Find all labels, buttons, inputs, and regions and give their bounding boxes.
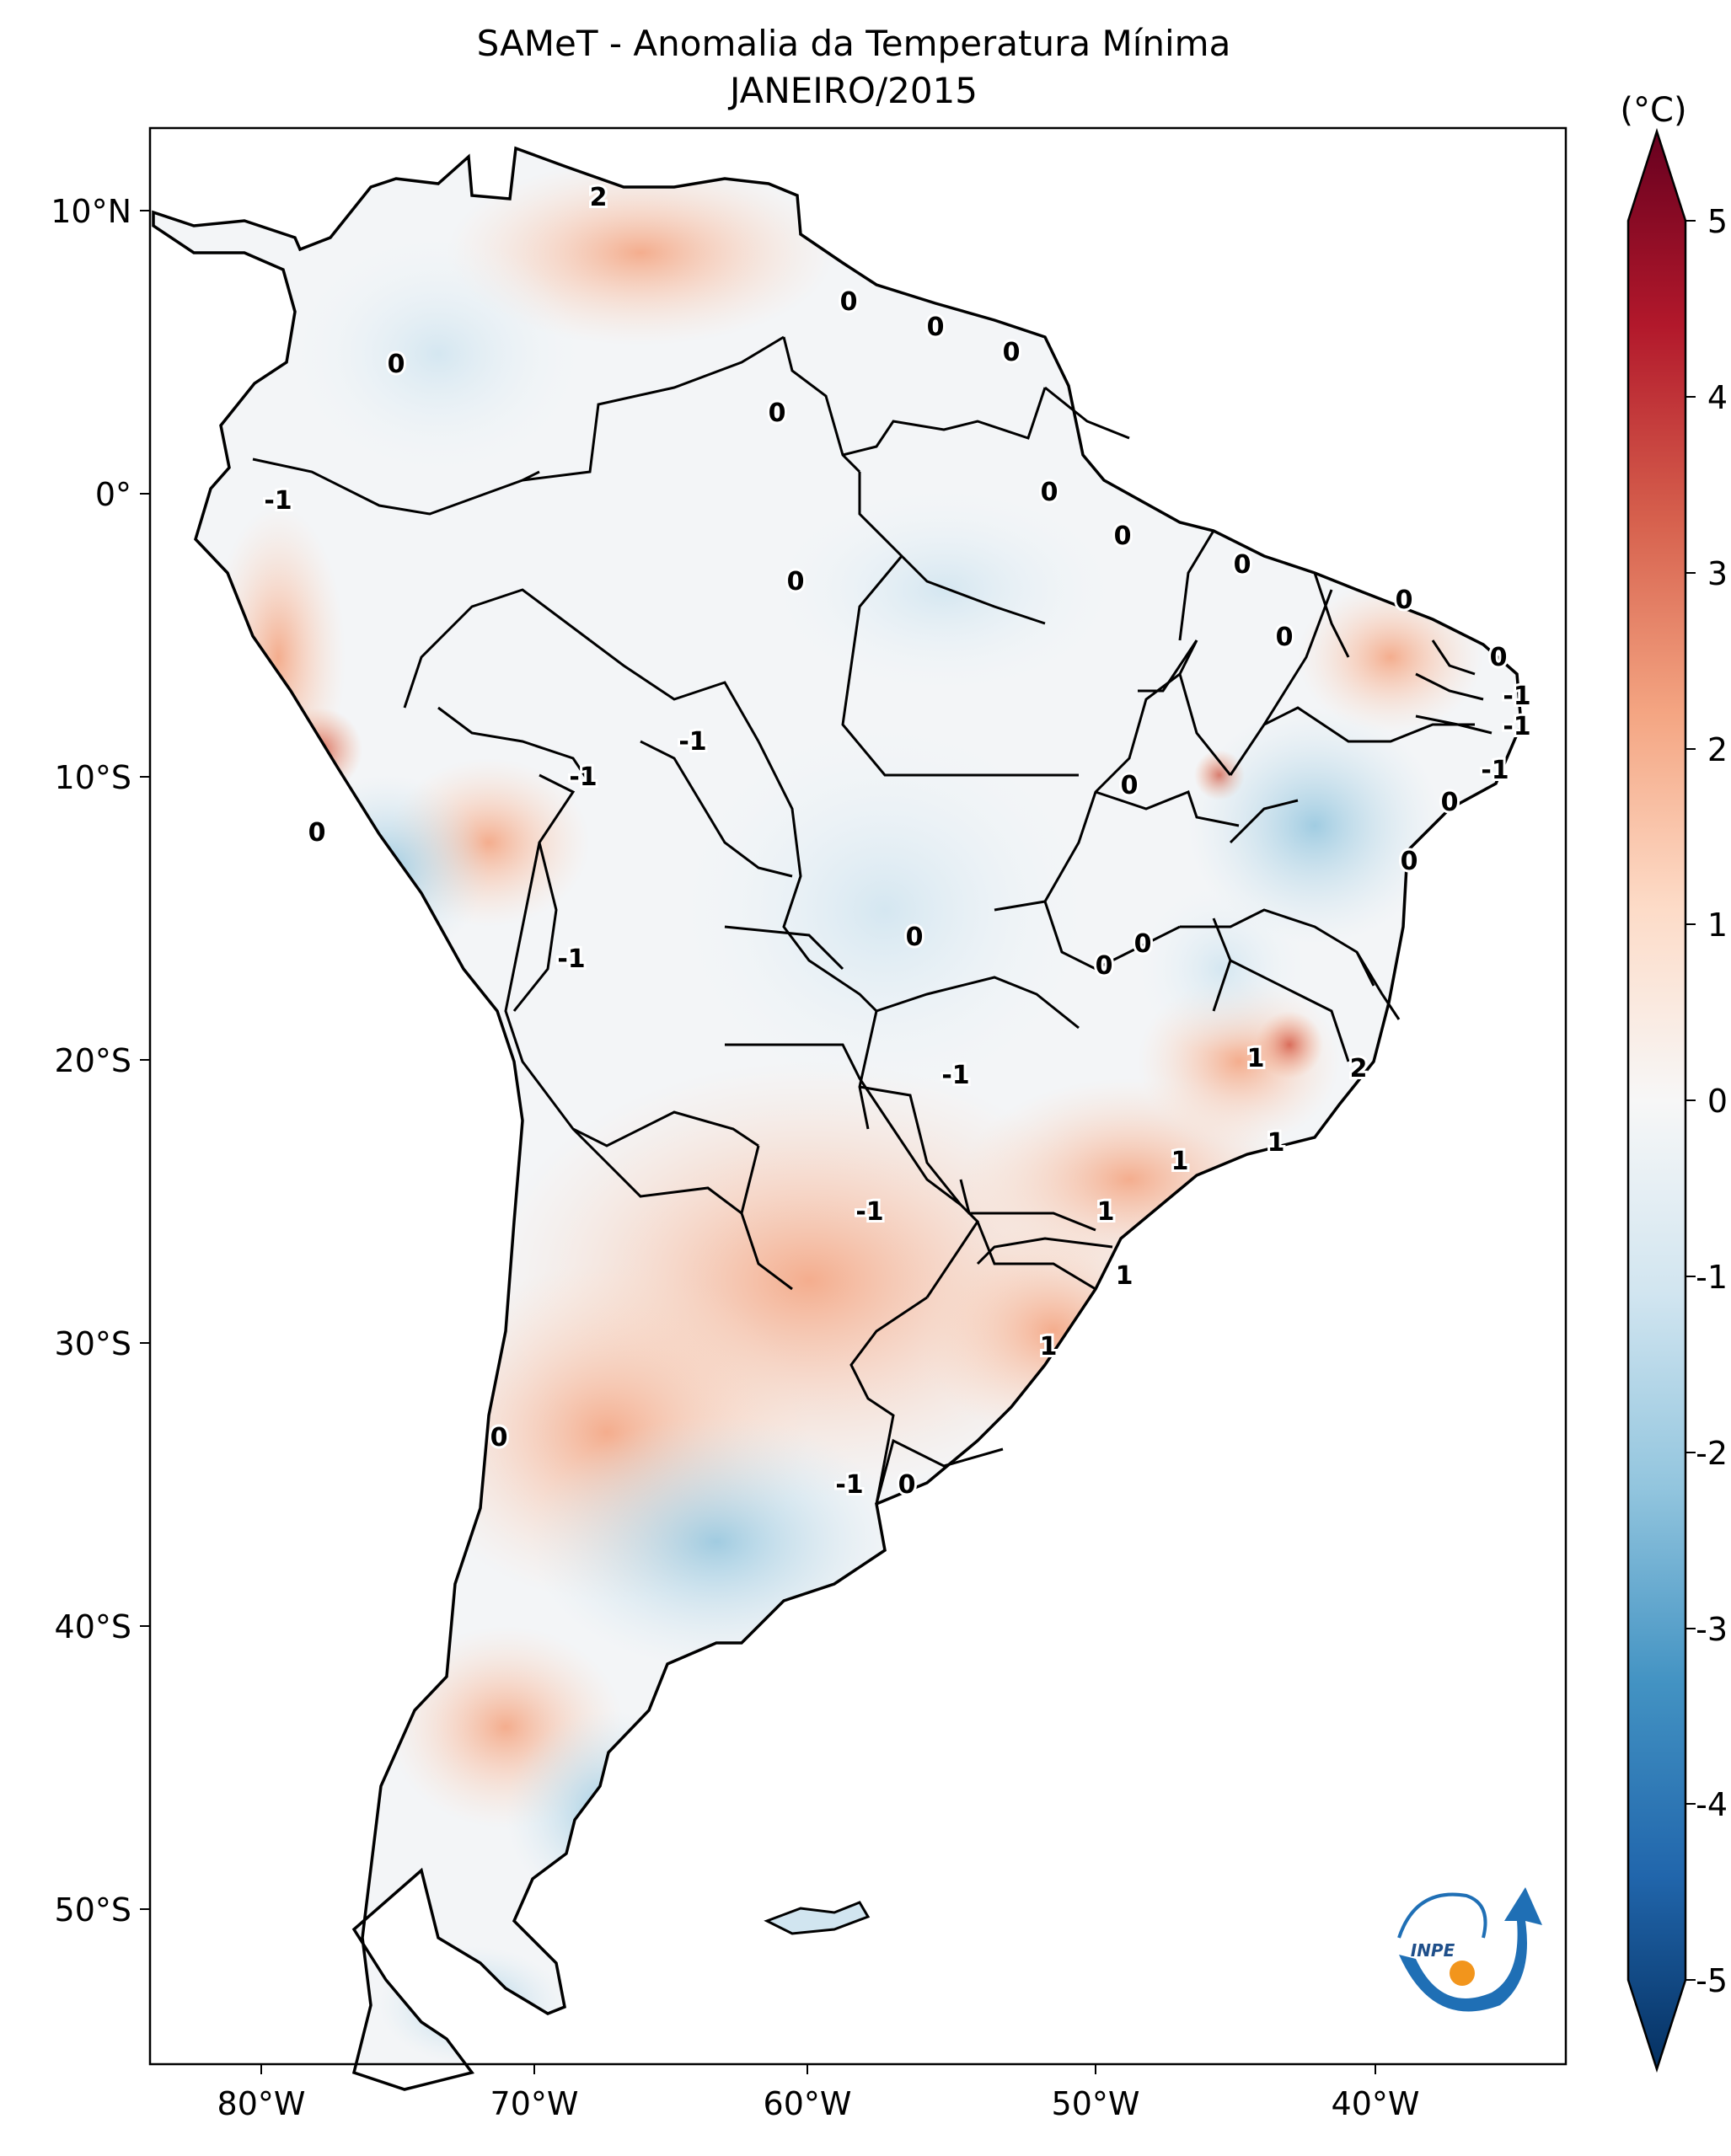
contour-label: 0 [1441,788,1459,817]
colorbar-tick-label: 1 [1707,907,1728,944]
contour-label: 0 [1121,771,1139,800]
logo-orbit [1397,1892,1487,1939]
contour-label: -1 [1503,712,1530,741]
contour-label: -1 [1481,756,1509,785]
contour-label: 0 [388,350,405,379]
contour-label: 0 [1003,338,1021,367]
contour-label: 1 [1171,1147,1189,1176]
x-axis: 80°W 70°W 60°W 50°W 40°W [217,2064,1420,2122]
colorbar: (°C) 5 4 3 2 1 0 -1 -2 -3 -4 -5 [1620,91,1728,2073]
contour-label: 1 [1267,1128,1285,1158]
contour-label: 1 [1040,1332,1058,1362]
logo-swoosh [1399,1887,1542,2012]
colorbar-tick-label: 0 [1707,1083,1728,1120]
x-tick-label: 40°W [1332,2085,1420,2122]
contour-label: 0 [1134,929,1152,959]
contour-label: 0 [1396,586,1413,615]
logo-sun [1450,1961,1475,1986]
contour-label: 1 [1116,1261,1133,1291]
contour-label: -1 [855,1197,883,1227]
y-tick-label: 30°S [55,1325,131,1362]
contour-label: 0 [787,567,805,597]
colorbar-tick-label: -4 [1696,1786,1728,1823]
contour-label: 2 [1350,1054,1368,1083]
contour-label: -1 [569,762,597,792]
colorbar-tick-label: -2 [1696,1435,1728,1472]
x-tick-label: 50°W [1052,2085,1140,2122]
contour-label: 0 [1276,623,1294,652]
map-subtitle: JANEIRO/2015 [727,70,978,111]
colorbar-tick-label: 5 [1707,203,1728,240]
map-border [148,126,1568,2066]
contour-label: 0 [1096,951,1113,981]
contour-label: 1 [1097,1197,1115,1227]
continent-coastline [152,146,1523,2091]
contour-label: 0 [1234,550,1251,580]
colorbar-tick-label: 4 [1707,379,1728,416]
contour-labels: 2 0 0 0 0 0 -1 0 0 0 0 0 0 0 -1 -1 -1 -1… [261,180,1533,1502]
colorbar-tick-label: -3 [1696,1611,1728,1648]
contour-label: 0 [1401,847,1418,876]
contour-label: -1 [835,1470,863,1500]
colorbar-tick-label: 3 [1707,555,1728,592]
colorbar-unit-label: (°C) [1620,91,1686,130]
political-borders [252,335,1493,1505]
contour-label: -1 [557,944,585,974]
y-tick-label: 0° [95,476,131,513]
contour-label: 0 [308,818,326,848]
contour-label: -1 [941,1061,969,1090]
contour-label: -1 [678,727,706,757]
contour-label: 2 [590,183,608,212]
contour-label: 0 [1041,478,1058,507]
x-tick-label: 60°W [764,2085,852,2122]
contour-label: -1 [264,486,292,516]
contour-label: 0 [490,1423,508,1452]
contour-label: 0 [898,1470,916,1500]
logo-text: INPE [1411,1940,1455,1961]
map-title: SAMeT - Anomalia da Temperatura Mínima [477,23,1231,64]
contour-label: 0 [927,313,945,342]
contour-label: 0 [906,923,924,952]
colorbar-ticks [1685,220,1696,1981]
contour-label: 0 [840,287,858,317]
y-tick-label: 20°S [55,1042,131,1079]
contour-label: -1 [1503,682,1530,711]
x-tick-label: 80°W [217,2085,306,2122]
y-tick-label: 10°N [51,193,131,230]
inpe-logo: INPE [1397,1887,1542,2012]
contour-label: 0 [1114,522,1132,551]
falklands-island [764,1901,871,1935]
colorbar-tick-label: -5 [1696,1962,1728,1999]
contour-label: 0 [1490,643,1508,672]
y-tick-label: 10°S [55,759,131,796]
x-tick-label: 70°W [490,2085,579,2122]
y-tick-label: 40°S [55,1608,131,1645]
contour-label: 0 [769,399,786,428]
y-axis: 10°N 0° 10°S 20°S 30°S 40°S 50°S [51,193,150,1929]
contour-label: 1 [1247,1044,1265,1073]
colorbar-tick-label: 2 [1707,731,1728,768]
colorbar-body [1626,127,1687,2073]
colorbar-tick-label: -1 [1696,1259,1728,1296]
y-tick-label: 50°S [55,1891,131,1929]
